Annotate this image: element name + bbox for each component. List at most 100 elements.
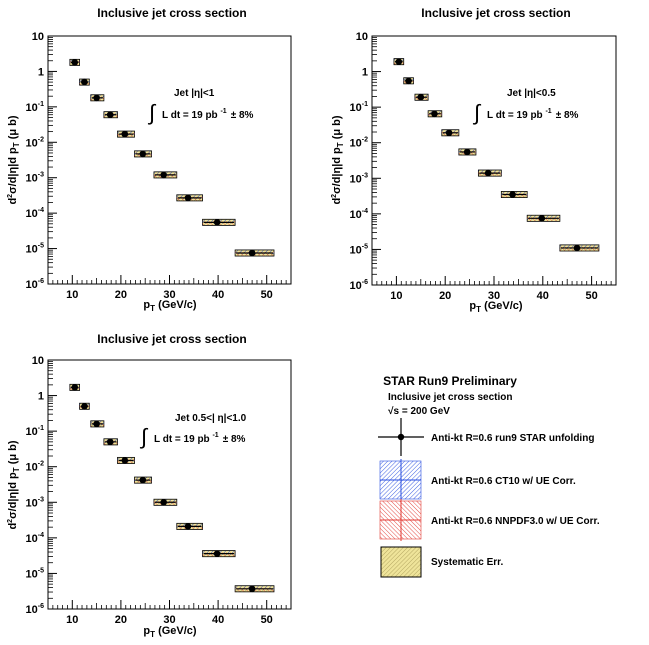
- x-tick-label: 50: [585, 290, 597, 302]
- y-axis-label: d2σ/d|η|d pT (μ b): [331, 115, 345, 204]
- y-tick-label: 10: [32, 355, 44, 367]
- y-tick-label: 10-2: [26, 461, 45, 474]
- y-tick-label: 10-5: [350, 243, 369, 256]
- data-point: [81, 78, 88, 86]
- x-tick-label: 50: [261, 614, 273, 626]
- data-point: [538, 215, 546, 222]
- data-point: [121, 457, 129, 464]
- x-tick-label: 40: [537, 290, 549, 302]
- annotation: Jet |η|<1 ∫ L dt = 19 pb -1 ± 8%: [147, 88, 254, 125]
- legend-subtitle: Inclusive jet cross section: [388, 392, 513, 403]
- y-tick-label: 10-4: [26, 532, 45, 545]
- lumi-text: L dt = 19 pb -1 ± 8%: [154, 432, 246, 445]
- x-tick-label: 20: [439, 290, 451, 302]
- data-point: [106, 111, 114, 119]
- y-tick-label: 10-2: [26, 136, 45, 149]
- jet-label: Jet 0.5<| η|<1.0: [175, 413, 247, 424]
- y-tick-label: 10-2: [350, 137, 369, 150]
- jet-label: Jet |η|<0.5: [507, 88, 556, 99]
- x-axis-label: pT (GeV/c): [143, 625, 197, 639]
- data-point: [248, 585, 256, 593]
- data-point: [213, 219, 221, 226]
- annotation: Jet |η|<0.5 ∫ L dt = 19 pb -1 ± 8%: [472, 88, 579, 125]
- x-axis-label: pT (GeV/c): [469, 300, 523, 314]
- integral-sign: ∫: [147, 100, 157, 125]
- data-points: [70, 384, 273, 593]
- data-points: [394, 58, 598, 252]
- data-point: [93, 94, 100, 102]
- x-tick-label: 30: [163, 289, 175, 301]
- x-tick-label: 10: [66, 289, 78, 301]
- legend-item-ct10: Anti-kt R=0.6 CT10 w/ UE Corr.: [379, 459, 576, 501]
- data-point: [184, 194, 192, 202]
- data-point: [160, 498, 167, 506]
- lumi-text: L dt = 19 pb -1 ± 8%: [162, 108, 254, 121]
- legend-item-syst: Systematic Err.: [380, 546, 503, 578]
- legend-energy: √s = 200 GeV: [388, 406, 450, 417]
- data-point: [71, 384, 79, 391]
- y-tick-label: 10-6: [26, 603, 45, 616]
- data-point: [139, 150, 147, 158]
- plot-frame: [47, 359, 292, 610]
- integral-sign: ∫: [139, 424, 149, 449]
- annotation: Jet 0.5<| η|<1.0 ∫ L dt = 19 pb -1 ± 8%: [139, 413, 247, 449]
- legend-title: STAR Run9 Preliminary: [383, 374, 517, 388]
- y-tick-label: 10-3: [26, 496, 45, 509]
- data-point: [81, 402, 88, 410]
- data-point: [139, 476, 147, 484]
- x-tick-label: 50: [261, 289, 273, 301]
- data-point: [395, 58, 403, 65]
- legend-item-data: Anti-kt R=0.6 run9 STAR unfolding: [378, 418, 594, 456]
- legend-item-nnpdf: Anti-kt R=0.6 NNPDF3.0 w/ UE Corr.: [379, 499, 600, 541]
- legend-marker-dot: [397, 433, 405, 441]
- legend: STAR Run9 Preliminary Inclusive jet cros…: [378, 374, 600, 578]
- panel-top-left: Inclusive jet cross section 10-6 10-5 10-4…: [7, 6, 292, 313]
- panel-title: Inclusive jet cross section: [421, 6, 570, 20]
- data-point: [184, 523, 192, 530]
- data-point: [573, 244, 581, 252]
- x-tick-label: 30: [163, 614, 175, 626]
- x-tick-label: 30: [488, 290, 500, 302]
- legend-label-syst: Systematic Err.: [431, 557, 503, 568]
- data-point: [484, 169, 492, 177]
- x-tick-label: 20: [115, 614, 127, 626]
- data-point: [463, 148, 471, 156]
- data-point: [160, 171, 167, 179]
- y-tick-label: 10-6: [350, 279, 369, 292]
- data-point: [509, 191, 516, 198]
- legend-label-nnpdf: Anti-kt R=0.6 NNPDF3.0 w/ UE Corr.: [431, 516, 600, 527]
- panel-title: Inclusive jet cross section: [97, 6, 246, 20]
- data-point: [106, 438, 114, 446]
- jet-label: Jet |η|<1: [174, 88, 215, 99]
- data-point: [248, 249, 256, 257]
- y-axis-label: d2σ/d|η|d pT (μ b): [7, 440, 21, 529]
- data-point: [213, 550, 221, 557]
- x-tick-label: 10: [390, 290, 402, 302]
- axes: 10-6 10-5 10-4 10-3 10-2 10-1 1 10 10 20 30 40 50: [26, 355, 292, 626]
- y-tick-label: 10-3: [350, 172, 369, 185]
- y-axis-label: d2σ/d|η|d pT (μ b): [7, 115, 21, 204]
- legend-swatch-syst: [380, 546, 422, 578]
- panel-title: Inclusive jet cross section: [97, 332, 246, 346]
- plot-frame: [47, 35, 292, 285]
- y-tick-label: 1: [38, 391, 44, 403]
- y-tick-label: 10-5: [26, 243, 45, 256]
- systematic-boxes: [393, 58, 600, 252]
- data-point: [121, 130, 129, 138]
- data-point: [405, 77, 412, 85]
- data-points: [70, 59, 273, 257]
- data-point: [445, 129, 453, 137]
- data-point: [431, 110, 438, 118]
- y-tick-label: 10: [32, 31, 44, 43]
- systematic-boxes: [69, 58, 275, 257]
- x-axis-label: pT (GeV/c): [143, 299, 197, 313]
- y-tick-label: 10-6: [26, 278, 45, 291]
- y-tick-label: 10-5: [26, 567, 45, 580]
- data-point: [71, 59, 79, 66]
- y-tick-label: 10-1: [350, 101, 369, 114]
- panel-bottom-left: Inclusive jet cross section 10-6 10-5 10-4…: [7, 332, 292, 639]
- data-point: [93, 420, 100, 428]
- axes: 10-6 10-5 10-4 10-3 10-2 10-1 1 10 10 20 30 40 50: [26, 31, 292, 301]
- theory-bands: [69, 59, 274, 256]
